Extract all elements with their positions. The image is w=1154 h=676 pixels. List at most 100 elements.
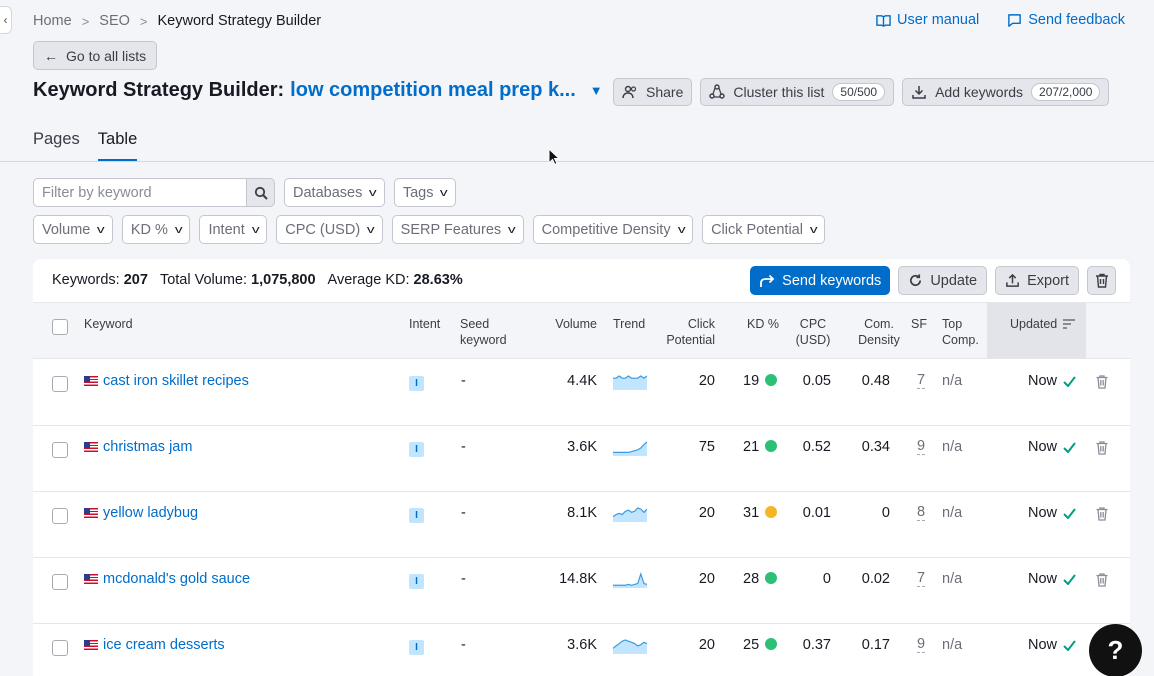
serp-features-count[interactable]: 9 bbox=[917, 438, 926, 455]
send-feedback-link[interactable]: Send feedback bbox=[1007, 12, 1125, 28]
speech-bubble-icon bbox=[1008, 13, 1022, 27]
breadcrumb-home[interactable]: Home bbox=[33, 13, 72, 29]
send-keywords-button[interactable]: Send keywords bbox=[750, 266, 891, 295]
volume-value: 4.4K bbox=[567, 373, 597, 389]
serp-features-count[interactable]: 7 bbox=[917, 372, 926, 389]
column-keyword[interactable]: Keyword bbox=[84, 317, 133, 331]
click-potential-value: 20 bbox=[698, 637, 715, 653]
delete-row-button[interactable] bbox=[1096, 441, 1108, 459]
intent-filter-dropdown[interactable]: Intent v bbox=[199, 215, 268, 244]
volume-value: 3.6K bbox=[567, 637, 597, 653]
volume-value: 8.1K bbox=[567, 505, 597, 521]
row-checkbox[interactable] bbox=[52, 640, 68, 656]
export-button[interactable]: Export bbox=[995, 266, 1079, 295]
search-button[interactable] bbox=[247, 178, 275, 207]
column-seed-line2: keyword bbox=[460, 333, 507, 347]
column-trend[interactable]: Trend bbox=[613, 317, 646, 331]
row-checkbox[interactable] bbox=[52, 442, 68, 458]
serp-features-filter-dropdown[interactable]: SERP Features v bbox=[391, 215, 524, 244]
kd-value: 25 bbox=[743, 637, 778, 653]
trash-icon bbox=[1096, 573, 1108, 587]
delete-row-button[interactable] bbox=[1096, 507, 1108, 525]
tab-table[interactable]: Table bbox=[97, 130, 138, 162]
user-manual-link[interactable]: User manual bbox=[876, 12, 979, 28]
filter-bar: Filter by keyword Databases v Tags v Volum… bbox=[33, 178, 826, 252]
share-button[interactable]: Share bbox=[613, 78, 693, 106]
updated-status: Now bbox=[1028, 505, 1076, 521]
keyword-link[interactable]: cast iron skillet recipes bbox=[84, 373, 249, 389]
updated-status: Now bbox=[1028, 373, 1076, 389]
column-volume[interactable]: Volume bbox=[555, 317, 597, 331]
column-seed-keyword[interactable]: Seed keyword bbox=[460, 316, 507, 348]
serp-features-count[interactable]: 7 bbox=[917, 570, 926, 587]
volume-value: 14.8K bbox=[559, 571, 597, 587]
top-comp-value: n/a bbox=[942, 637, 963, 653]
column-sf[interactable]: SF bbox=[911, 317, 927, 331]
updated-status: Now bbox=[1028, 637, 1076, 653]
kd-status-dot bbox=[765, 506, 778, 518]
column-intent[interactable]: Intent bbox=[409, 317, 441, 331]
volume-filter-dropdown[interactable]: Volume v bbox=[33, 215, 113, 244]
keywords-count-label: Keywords: bbox=[52, 272, 120, 288]
column-cpc[interactable]: CPC (USD) bbox=[795, 316, 831, 348]
help-button[interactable]: ? bbox=[1089, 624, 1142, 676]
intent-badge: I bbox=[409, 508, 424, 523]
go-to-all-lists-button[interactable]: ← Go to all lists bbox=[33, 41, 158, 70]
book-icon bbox=[876, 14, 891, 27]
column-updated[interactable]: Updated bbox=[1010, 316, 1076, 332]
cpc-value: 0 bbox=[822, 571, 831, 587]
column-com-density[interactable]: Com. Density bbox=[855, 316, 903, 348]
tab-pages[interactable]: Pages bbox=[33, 130, 80, 148]
kd-number: 19 bbox=[743, 373, 760, 389]
us-flag-icon bbox=[84, 376, 98, 386]
serp-features-count[interactable]: 9 bbox=[917, 636, 926, 653]
trend-sparkline bbox=[613, 507, 647, 522]
keyword-link[interactable]: mcdonald's gold sauce bbox=[84, 571, 250, 587]
delete-list-button[interactable] bbox=[1087, 266, 1116, 295]
check-icon bbox=[1063, 507, 1076, 519]
column-click-potential[interactable]: Click Potential bbox=[655, 316, 715, 348]
column-top-line1: Top bbox=[942, 317, 963, 331]
cpc-filter-dropdown[interactable]: CPC (USD) v bbox=[276, 215, 383, 244]
column-click-line1: Click bbox=[687, 317, 715, 331]
row-checkbox[interactable] bbox=[52, 508, 68, 524]
keyword-filter-input[interactable]: Filter by keyword bbox=[33, 178, 247, 207]
column-kd[interactable]: KD % bbox=[747, 317, 779, 331]
kd-value: 31 bbox=[743, 505, 778, 521]
click-potential-filter-dropdown[interactable]: Click Potential v bbox=[702, 215, 826, 244]
row-checkbox[interactable] bbox=[52, 574, 68, 590]
kd-filter-dropdown[interactable]: KD % v bbox=[121, 215, 191, 244]
keyword-link[interactable]: yellow ladybug bbox=[84, 505, 198, 521]
trend-sparkline bbox=[613, 375, 647, 390]
intent-badge: I bbox=[409, 574, 424, 589]
delete-row-button[interactable] bbox=[1096, 573, 1108, 591]
chevron-down-icon[interactable]: ▼ bbox=[589, 83, 603, 98]
serp-features-count[interactable]: 8 bbox=[917, 504, 926, 521]
row-checkbox[interactable] bbox=[52, 376, 68, 392]
trend-area bbox=[613, 508, 647, 522]
competitive-density-filter-dropdown[interactable]: Competitive Density v bbox=[532, 215, 694, 244]
delete-row-button[interactable] bbox=[1096, 375, 1108, 393]
select-all-checkbox[interactable] bbox=[52, 319, 68, 335]
cluster-list-button[interactable]: Cluster this list 50/500 bbox=[700, 78, 895, 106]
page-header: ‹ Home > SEO > Keyword Strategy Builder … bbox=[0, 0, 1154, 162]
trend-line bbox=[613, 507, 647, 518]
trend-area bbox=[613, 574, 647, 588]
column-click-line2: Potential bbox=[666, 333, 715, 347]
column-top-comp[interactable]: Top Comp. bbox=[942, 316, 979, 348]
table-row: yellow ladybug I - 8.1K 20 31 0.01 0 8 n… bbox=[33, 492, 1130, 558]
kd-value: 21 bbox=[743, 439, 778, 455]
keyword-link[interactable]: ice cream desserts bbox=[84, 637, 225, 653]
column-cpc-line2: (USD) bbox=[795, 333, 831, 347]
kd-value: 28 bbox=[743, 571, 778, 587]
update-button[interactable]: Update bbox=[898, 266, 988, 295]
intent-badge: I bbox=[409, 442, 424, 457]
sidebar-collapse-button[interactable]: ‹ bbox=[0, 6, 12, 34]
add-keywords-button[interactable]: Add keywords 207/2,000 bbox=[902, 78, 1110, 106]
chevron-down-icon: v bbox=[251, 223, 260, 236]
databases-dropdown[interactable]: Databases v bbox=[284, 178, 385, 207]
list-name-dropdown[interactable]: low competition meal prep k... bbox=[290, 79, 576, 101]
breadcrumb-seo[interactable]: SEO bbox=[99, 13, 130, 29]
keyword-link[interactable]: christmas jam bbox=[84, 439, 192, 455]
tags-dropdown[interactable]: Tags v bbox=[393, 178, 456, 207]
